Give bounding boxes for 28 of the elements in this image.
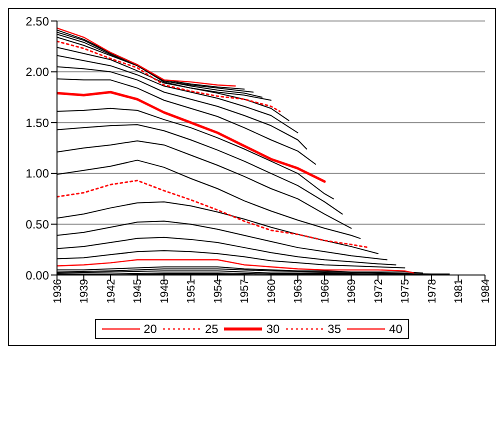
x-tick-label: 1963 (292, 279, 305, 304)
x-tick-label: 1984 (480, 279, 492, 304)
x-tick-label: 1951 (186, 279, 198, 304)
legend-label: 20 (144, 322, 157, 336)
x-tick-label: 1975 (400, 279, 412, 304)
y-tick-label: 1.50 (26, 116, 50, 130)
x-tick-label: 1939 (78, 279, 91, 304)
y-tick-label: 2.00 (26, 65, 50, 80)
x-tick-label: 1957 (239, 279, 252, 304)
legend-label: 30 (266, 322, 280, 336)
x-tick-label: 1966 (319, 279, 332, 304)
x-tick-label: 1954 (212, 279, 224, 304)
x-tick-label: 1945 (132, 279, 144, 304)
x-tick-label: 1978 (426, 279, 438, 304)
y-tick-label: 0.50 (26, 217, 50, 232)
x-tick-label: 1948 (158, 279, 171, 304)
y-tick-label: 0.00 (26, 268, 50, 282)
y-tick-label: 1.00 (26, 166, 50, 181)
x-tick-label: 1960 (266, 279, 278, 304)
x-tick-label: 1942 (105, 279, 118, 304)
y-tick-label: 2.50 (26, 14, 50, 28)
legend-label: 40 (389, 322, 402, 336)
x-tick-label: 1936 (52, 279, 64, 304)
x-tick-label: 1969 (346, 279, 358, 304)
x-tick-label: 1972 (372, 279, 385, 304)
legend-label: 35 (328, 322, 342, 336)
legend-label: 25 (204, 322, 218, 336)
x-tick-label: 1981 (453, 279, 466, 304)
